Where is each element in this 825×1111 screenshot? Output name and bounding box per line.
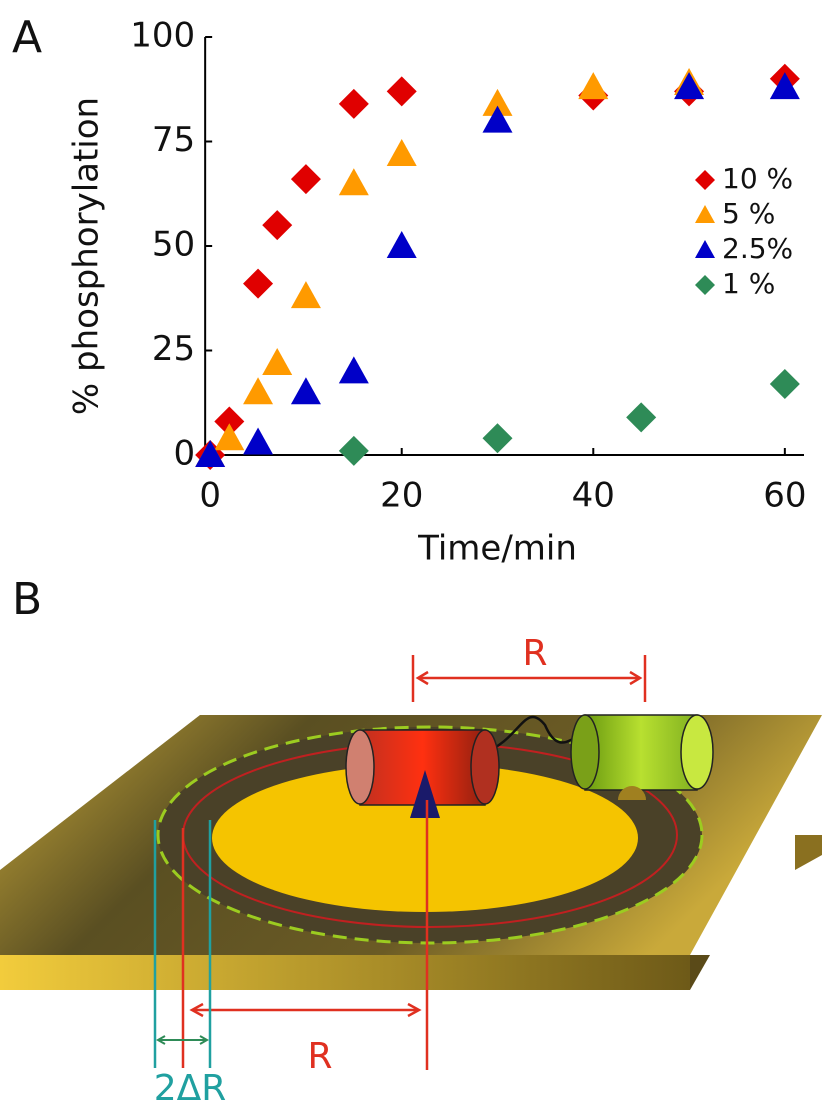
cylinder-end <box>346 730 374 804</box>
panel-label: B <box>12 574 42 625</box>
slab-front <box>0 955 690 990</box>
marker-triangle <box>339 168 369 195</box>
x-tick-label: 0 <box>199 476 221 516</box>
marker-diamond <box>262 210 292 240</box>
y-tick-label: 100 <box>130 16 195 56</box>
marker-diamond <box>243 269 273 299</box>
slab-notch <box>795 835 822 870</box>
figure: A 0 25 50 75 100 0 20 40 60 Time/min % phosphoryla… <box>0 0 825 1111</box>
panel-label: A <box>12 12 42 63</box>
legend-label: 2.5% <box>722 232 793 265</box>
marker-triangle <box>674 72 704 99</box>
y-tick-label: 0 <box>174 434 196 474</box>
marker-triangle <box>339 356 369 383</box>
marker-triangle <box>578 72 608 99</box>
marker-diamond <box>339 89 369 119</box>
marker-triangle <box>695 205 715 223</box>
marker-triangle <box>387 231 417 258</box>
marker-diamond <box>695 275 715 295</box>
width-label: 2ΔR <box>154 1068 227 1109</box>
marker-triangle <box>214 423 244 450</box>
slab-side <box>690 955 710 990</box>
r-label: R <box>522 633 547 674</box>
cylinder-end <box>681 715 713 789</box>
cylinder-end <box>471 730 499 804</box>
cylinder-end <box>571 715 599 789</box>
marker-diamond <box>387 76 417 106</box>
x-tick-label: 40 <box>572 476 615 516</box>
y-tick-label: 25 <box>152 329 195 369</box>
legend-label: 5 % <box>722 197 775 230</box>
legend-label: 10 % <box>722 162 793 195</box>
marker-triangle <box>291 281 321 308</box>
y-tick-label: 50 <box>152 225 195 265</box>
marker-triangle <box>695 240 715 258</box>
marker-diamond <box>626 402 656 432</box>
green-cylinder <box>585 715 697 790</box>
x-tick-label: 60 <box>763 476 806 516</box>
marker-diamond <box>483 423 513 453</box>
x-axis-label: Time/min <box>417 529 577 569</box>
marker-triangle <box>243 427 273 454</box>
marker-triangle <box>387 139 417 166</box>
x-tick-label: 20 <box>380 476 423 516</box>
diagram: R R 2ΔR <box>0 633 822 1109</box>
legend-label: 1 % <box>722 267 775 300</box>
marker-diamond <box>291 164 321 194</box>
marker-triangle <box>262 348 292 375</box>
marker-diamond <box>695 170 715 190</box>
chart: 0 25 50 75 100 0 20 40 60 Time/min % phosphorylati… <box>67 16 807 569</box>
marker-diamond <box>339 436 369 466</box>
y-tick-label: 75 <box>152 120 195 160</box>
y-axis-label: % phosphorylation <box>67 97 107 415</box>
marker-diamond <box>770 369 800 399</box>
r-label: R <box>307 1036 332 1077</box>
marker-triangle <box>291 377 321 404</box>
marker-triangle <box>243 377 273 404</box>
